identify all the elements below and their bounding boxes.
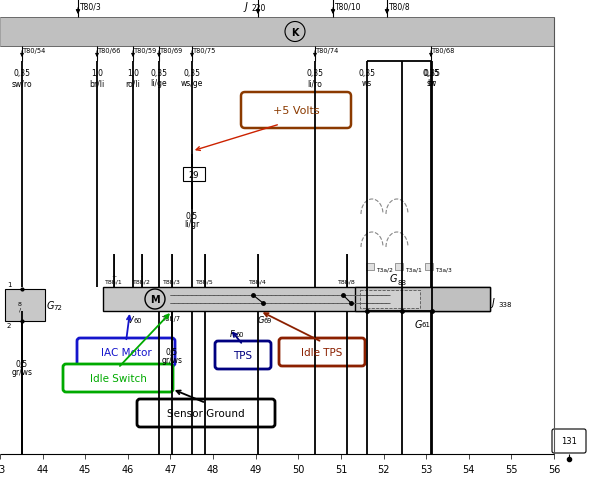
Text: 52: 52	[378, 464, 390, 474]
Text: J: J	[492, 297, 495, 307]
Text: 55: 55	[505, 464, 518, 474]
Bar	[103, 287, 490, 311]
Text: T80/75: T80/75	[193, 48, 216, 54]
Text: 0,5: 0,5	[186, 212, 198, 221]
FancyBboxPatch shape	[63, 364, 173, 392]
Text: 56: 56	[548, 464, 560, 474]
Text: 60: 60	[236, 331, 244, 337]
Text: 131: 131	[561, 437, 577, 446]
Bar	[395, 264, 403, 270]
Text: J: J	[245, 2, 248, 12]
Text: 88: 88	[397, 280, 406, 285]
Text: 2: 2	[7, 323, 11, 328]
Text: 1: 1	[7, 282, 12, 287]
Text: T80/3: T80/3	[80, 2, 102, 11]
Text: T80/10: T80/10	[335, 2, 362, 11]
Text: 220: 220	[252, 4, 266, 13]
Text: 8
/: 8 /	[18, 301, 22, 312]
Text: G: G	[390, 273, 398, 284]
Text: T8h/7: T8h/7	[163, 315, 181, 321]
Text: gr/ws: gr/ws	[12, 367, 32, 376]
Text: 50: 50	[292, 464, 305, 474]
Text: T80/74: T80/74	[316, 48, 339, 54]
Text: G: G	[47, 301, 55, 310]
FancyBboxPatch shape	[137, 399, 275, 427]
Text: 53: 53	[420, 464, 432, 474]
Text: 48: 48	[207, 464, 219, 474]
Text: +5 Volts: +5 Volts	[273, 106, 319, 116]
Text: T3a/3: T3a/3	[435, 267, 452, 272]
Text: gr/ws: gr/ws	[161, 355, 183, 364]
Text: 0,35
sw: 0,35 sw	[423, 69, 441, 88]
Text: 0,35
br: 0,35 br	[422, 69, 439, 88]
Text: 0,35
sw/ro: 0,35 sw/ro	[12, 69, 32, 88]
Text: T8h/8: T8h/8	[338, 280, 356, 285]
Bar	[183, 168, 205, 182]
Text: Idle Switch: Idle Switch	[90, 373, 147, 383]
Text: T8h/5: T8h/5	[196, 280, 214, 285]
Text: T80/69: T80/69	[160, 48, 183, 54]
Text: Sensor Ground: Sensor Ground	[167, 408, 245, 418]
Bar	[0, 18, 554, 47]
Text: 338: 338	[498, 302, 511, 307]
Text: T80/66: T80/66	[98, 48, 121, 54]
Text: 51: 51	[335, 464, 347, 474]
Text: G: G	[415, 319, 422, 329]
Text: T3a/2: T3a/2	[376, 267, 393, 272]
Text: T80/68: T80/68	[432, 48, 455, 54]
Text: F: F	[230, 329, 235, 338]
Bar	[366, 264, 374, 270]
Text: 54: 54	[462, 464, 475, 474]
FancyBboxPatch shape	[279, 338, 365, 366]
Text: T8h/4: T8h/4	[249, 280, 267, 285]
Text: 0,5: 0,5	[166, 347, 178, 356]
Text: 0,5: 0,5	[16, 359, 28, 368]
Text: li/gr: li/gr	[184, 220, 200, 228]
Text: K: K	[291, 27, 299, 38]
Text: 44: 44	[37, 464, 49, 474]
Text: T3a/1: T3a/1	[405, 267, 422, 272]
Text: TPS: TPS	[233, 350, 253, 360]
Text: -
T8h/2: - T8h/2	[133, 274, 151, 285]
Text: 0,35
li/ge: 0,35 li/ge	[151, 69, 167, 88]
Text: 29: 29	[188, 170, 199, 179]
Text: T8h/3: T8h/3	[163, 280, 181, 285]
Bar	[355, 287, 490, 311]
Text: 43: 43	[0, 464, 6, 474]
FancyBboxPatch shape	[552, 429, 586, 453]
Bar	[5, 289, 45, 321]
FancyBboxPatch shape	[215, 341, 271, 369]
Text: 47: 47	[164, 464, 177, 474]
Bar	[360, 290, 420, 308]
Text: 45: 45	[79, 464, 91, 474]
Text: M: M	[150, 294, 160, 305]
Text: 60: 60	[133, 317, 141, 324]
Text: 69: 69	[264, 317, 272, 324]
Text: Idle TPS: Idle TPS	[302, 347, 343, 357]
Text: +
T8h/1: + T8h/1	[105, 274, 123, 285]
Text: 1,0
br/li: 1,0 br/li	[90, 69, 105, 88]
Text: T80/54: T80/54	[23, 48, 47, 54]
Text: 0,35
ws/ge: 0,35 ws/ge	[181, 69, 203, 88]
Text: 72: 72	[53, 305, 62, 310]
Text: 0,35
li/ro: 0,35 li/ro	[306, 69, 323, 88]
Text: 0,35
ws: 0,35 ws	[359, 69, 376, 88]
Text: 1,0
ro/li: 1,0 ro/li	[125, 69, 140, 88]
Text: 46: 46	[122, 464, 134, 474]
Text: V: V	[127, 315, 133, 325]
Text: 61: 61	[422, 321, 431, 327]
Bar	[425, 264, 433, 270]
Text: IAC Motor: IAC Motor	[101, 347, 151, 357]
Text: T80/59: T80/59	[134, 48, 157, 54]
Text: T80/8: T80/8	[389, 2, 411, 11]
Text: 49: 49	[250, 464, 262, 474]
FancyBboxPatch shape	[77, 338, 175, 366]
FancyBboxPatch shape	[241, 93, 351, 129]
Text: G: G	[258, 315, 264, 325]
